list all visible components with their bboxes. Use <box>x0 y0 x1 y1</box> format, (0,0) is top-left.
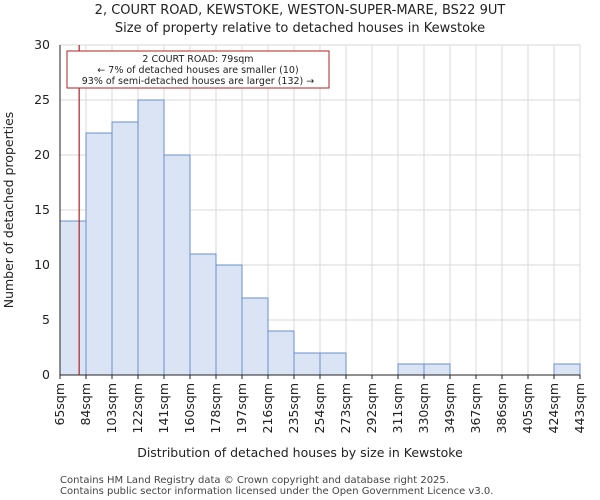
x-tick-label: 216sqm <box>260 383 275 433</box>
bar <box>423 363 451 376</box>
x-axis-label: Distribution of detached houses by size … <box>137 445 463 460</box>
y-tick-label: 20 <box>34 147 50 162</box>
y-tick-labels: 0 5 10 15 20 25 30 <box>34 37 50 382</box>
bar <box>111 121 139 376</box>
footer-line-1: Contains HM Land Registry data © Crown c… <box>60 475 449 486</box>
bar <box>163 154 191 376</box>
x-tick-label: 443sqm <box>572 383 587 433</box>
y-tick-label: 15 <box>34 202 50 217</box>
bar <box>241 297 269 376</box>
property-marker: 2 COURT ROAD: 79sqm← 7% of detached hous… <box>66 45 330 375</box>
x-tick-label: 367sqm <box>468 383 483 433</box>
x-tick-label: 424sqm <box>546 383 561 433</box>
x-tick-label: 235sqm <box>286 383 301 433</box>
x-tick-label: 330sqm <box>416 383 431 433</box>
x-tick-label: 122sqm <box>130 383 145 433</box>
annotation-box <box>66 50 330 89</box>
x-tick-label: 254sqm <box>312 383 327 433</box>
title-line-2: Size of property relative to detached ho… <box>115 21 485 36</box>
y-axis-label: Number of detached properties <box>1 112 16 309</box>
x-tick-label: 141sqm <box>156 383 171 433</box>
bar <box>137 99 165 376</box>
axes <box>59 45 581 379</box>
x-tick-label: 349sqm <box>442 383 457 433</box>
bar <box>215 264 243 376</box>
x-tick-label: 273sqm <box>338 383 353 433</box>
bar <box>85 132 113 376</box>
x-tick-labels: 65sqm 84sqm 103sqm 122sqm 141sqm 160sqm 178sqm… <box>52 383 587 433</box>
bar <box>397 363 425 376</box>
y-tick-label: 5 <box>42 312 50 327</box>
x-tick-label: 405sqm <box>520 383 535 433</box>
bar <box>267 330 295 376</box>
x-tick-label: 160sqm <box>182 383 197 433</box>
title-line-1: 2, COURT ROAD, KEWSTOKE, WESTON-SUPER-MA… <box>95 3 506 18</box>
bar <box>59 220 87 376</box>
x-tick-label: 311sqm <box>390 383 405 433</box>
x-tick-label: 178sqm <box>208 383 223 433</box>
bars <box>59 99 581 376</box>
x-tick-label: 65sqm <box>52 383 67 426</box>
y-tick-label: 25 <box>34 92 50 107</box>
annotation-line-3: 93% of semi-detached houses are larger (… <box>82 76 315 87</box>
y-tick-label: 10 <box>34 257 50 272</box>
bar <box>189 253 217 376</box>
bar <box>293 352 321 376</box>
y-tick-label: 0 <box>42 367 50 382</box>
x-tick-label: 386sqm <box>494 383 509 433</box>
bar <box>553 363 581 376</box>
annotation-line-1: 2 COURT ROAD: 79sqm <box>142 54 253 65</box>
x-tick-label: 292sqm <box>364 383 379 433</box>
x-tick-label: 197sqm <box>234 383 249 433</box>
x-tick-label: 84sqm <box>78 383 93 426</box>
y-tick-label: 30 <box>34 37 50 52</box>
x-tick-label: 103sqm <box>104 383 119 433</box>
annotation-line-2: ← 7% of detached houses are smaller (10) <box>97 65 298 76</box>
footer-line-2: Contains public sector information licen… <box>60 486 493 497</box>
bar <box>319 352 347 376</box>
